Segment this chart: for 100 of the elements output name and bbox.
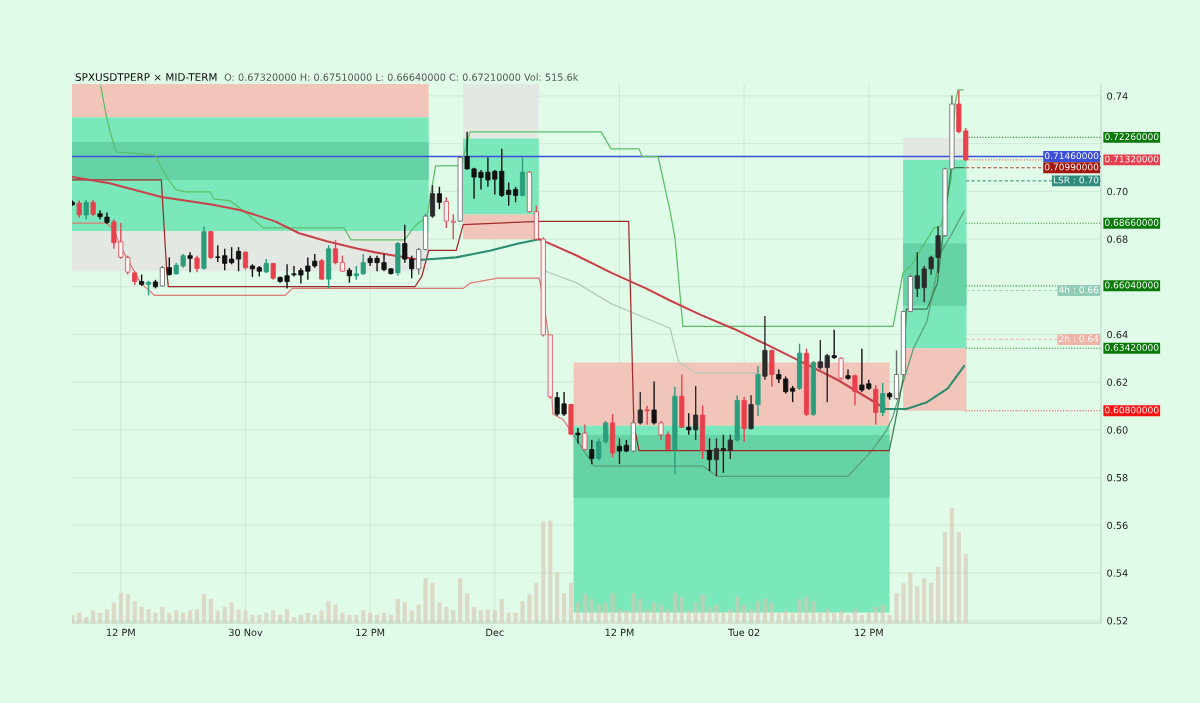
bar [284,609,290,623]
bar [859,614,865,623]
bar [153,612,158,623]
bar [194,609,200,623]
bar [963,554,968,623]
ref-line-label: 2h : 0.64 [1059,335,1099,343]
candlestick [727,434,733,460]
bar [880,604,885,623]
bar [776,612,781,623]
bar [368,612,373,623]
bar [291,617,297,623]
candlestick [242,250,249,271]
bar [333,604,338,623]
x-tick-label: Tue 02 [728,628,760,637]
candlestick [880,382,886,417]
candlestick [706,437,713,472]
bar [257,614,262,623]
bar [458,578,463,623]
y-tick-label: 0.52 [1107,617,1128,625]
bar [832,612,837,623]
x-tick-label: Dec [486,628,504,637]
bar [181,612,186,623]
bar [555,572,560,623]
bar [769,602,774,623]
bar [589,598,594,623]
bar [402,602,407,623]
candlestick [159,265,165,288]
y-tick-label: 0.60 [1107,426,1128,434]
candlestick [644,405,650,426]
candlestick [436,186,442,210]
bar [277,614,283,623]
bar [534,582,539,623]
bar [735,596,740,623]
candlestick [166,256,172,277]
candlestick [236,246,242,272]
bar [478,610,484,623]
candlestick [873,384,879,426]
candlestick [429,184,436,219]
y-tick-label: 0.58 [1107,474,1128,482]
chart-title: SPXUSDTPERP × MID-TERM [75,73,217,82]
candlestick [693,385,699,441]
ref-line-label: 0.71460000 [1044,152,1099,160]
bar [721,612,726,623]
bar [271,610,276,623]
bar [90,610,96,623]
bar [790,612,795,623]
bar [901,582,906,623]
bar [104,609,110,623]
bar [894,593,899,623]
candlestick [589,439,595,465]
bar [873,606,878,623]
x-tick-label: 12 PM [107,628,135,636]
bar [838,610,844,623]
bar [229,602,234,623]
bar [693,602,698,623]
ref-line-label: 0.71320000 [1105,155,1159,163]
bar [610,593,615,623]
bar [548,520,553,623]
candlestick [519,156,526,198]
bar [811,601,816,623]
bar [187,610,193,623]
bar [631,593,636,623]
bar [617,609,622,623]
bar [908,572,913,623]
bar [742,604,747,623]
ref-line-label: 0.68660000 [1105,219,1159,226]
bar [201,594,207,623]
bar [755,601,761,623]
bar [804,596,809,623]
bar [492,610,497,623]
bar [132,601,137,623]
bar [506,612,511,623]
x-tick-label: 12 PM [855,628,883,636]
candlestick [838,356,844,381]
bar [361,610,366,623]
bar [97,612,103,623]
bar [347,614,352,623]
candlestick [616,437,623,465]
bar [174,610,179,623]
bar [596,604,601,623]
bar [915,586,920,623]
bar [111,602,117,623]
bar [624,610,629,623]
bar [160,606,165,623]
candlestick [720,434,726,474]
bar [451,610,456,623]
y-tick-label: 0.62 [1107,378,1128,386]
bar [485,609,491,623]
bar [956,532,961,623]
candlestick [319,258,325,281]
bar [84,617,89,623]
bar [935,566,941,623]
bar [942,532,948,623]
candlestick [852,373,858,407]
bar [139,606,144,623]
bar [388,614,394,623]
bar [409,610,414,623]
bar [381,612,387,623]
bar [762,598,768,623]
bar [326,601,331,623]
